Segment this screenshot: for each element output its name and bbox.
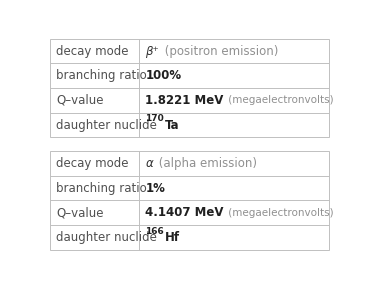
Text: 170: 170	[145, 114, 164, 123]
Text: decay mode: decay mode	[56, 157, 129, 170]
Text: 1.8221 MeV: 1.8221 MeV	[145, 94, 224, 107]
Text: (positron emission): (positron emission)	[161, 45, 278, 58]
Text: (alpha emission): (alpha emission)	[155, 157, 257, 170]
Text: decay mode: decay mode	[56, 45, 129, 58]
Text: Ta: Ta	[165, 118, 180, 132]
Text: 100%: 100%	[145, 69, 182, 82]
Text: 4.1407 MeV: 4.1407 MeV	[145, 206, 224, 219]
Text: Q–value: Q–value	[56, 94, 104, 107]
Text: daughter nuclide: daughter nuclide	[56, 231, 157, 244]
Bar	[50, 39, 329, 137]
Text: branching ratio: branching ratio	[56, 182, 147, 195]
Text: daughter nuclide: daughter nuclide	[56, 118, 157, 132]
Text: (megaelectronvolts): (megaelectronvolts)	[225, 208, 334, 218]
Text: Q–value: Q–value	[56, 206, 104, 219]
Text: (megaelectronvolts): (megaelectronvolts)	[225, 95, 334, 105]
Text: Hf: Hf	[165, 231, 181, 244]
Text: branching ratio: branching ratio	[56, 69, 147, 82]
Text: β⁺: β⁺	[145, 45, 159, 58]
Text: 1%: 1%	[145, 182, 165, 195]
Text: 166: 166	[145, 227, 164, 236]
Bar	[50, 151, 329, 250]
Text: α: α	[145, 157, 153, 170]
